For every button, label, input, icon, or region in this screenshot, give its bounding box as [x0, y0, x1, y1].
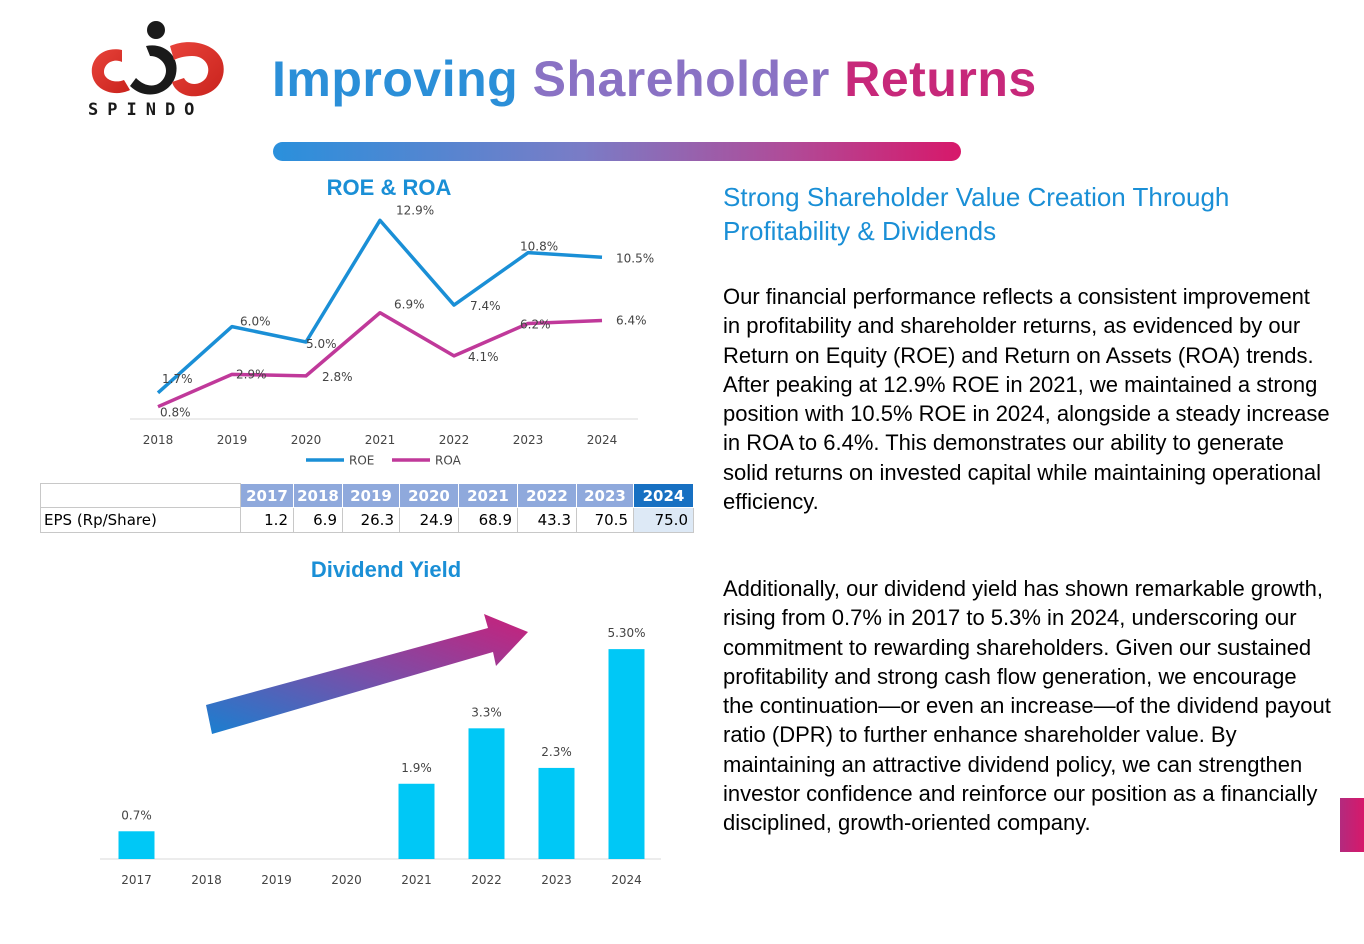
data-label-roa: 2.8% — [322, 370, 353, 384]
roe-chart-x-tick: 2024 — [587, 433, 618, 447]
eps-value: 24.9 — [399, 507, 459, 533]
eps-table: 2017 2018 2019 2020 2021 2022 2023 2024 … — [40, 483, 694, 533]
charts-canvas: 2018 2019 2020 2021 2022 2023 20241.7%6.0%5.0%… — [100, 203, 661, 887]
eps-year-header: 2018 — [293, 483, 343, 508]
roe-chart-x-tick: 2021 — [365, 433, 396, 447]
bar-data-label: 1.9% — [401, 761, 432, 775]
eps-value-highlight: 75.0 — [633, 507, 694, 533]
data-label-roa: 6.2% — [520, 318, 551, 332]
bar-data-label: 2.3% — [541, 745, 572, 759]
dy-chart-x-tick: 2021 — [401, 873, 432, 887]
data-label-roa: 0.8% — [160, 406, 191, 420]
title-word-1: Improving — [272, 51, 519, 107]
eps-table-corner — [40, 483, 241, 508]
data-label-roe: 10.5% — [616, 251, 654, 265]
roe-chart-x-tick: 2023 — [513, 433, 544, 447]
eps-year-header: 2023 — [576, 483, 634, 508]
bar-2021 — [398, 783, 435, 859]
eps-value: 70.5 — [576, 507, 634, 533]
legend-label-roe: ROE — [349, 454, 374, 468]
dy-chart-x-tick: 2024 — [611, 873, 642, 887]
bar-2024 — [608, 649, 645, 859]
dividend-yield-chart-title: Dividend Yield — [310, 557, 462, 582]
logo-text: SPINDO — [88, 100, 204, 120]
eps-year-header: 2022 — [517, 483, 577, 508]
roe-chart-x-tick: 2020 — [291, 433, 322, 447]
data-label-roe: 6.0% — [240, 315, 271, 329]
data-label-roa: 6.9% — [394, 298, 425, 312]
eps-row-label: EPS (Rp/Share) — [40, 507, 241, 533]
data-label-roe: 5.0% — [306, 337, 337, 351]
eps-value: 6.9 — [293, 507, 343, 533]
eps-year-header: 2019 — [342, 483, 400, 508]
bar-data-label: 0.7% — [121, 808, 152, 822]
data-label-roe: 7.4% — [470, 299, 501, 313]
data-label-roe: 1.7% — [162, 372, 193, 386]
dy-chart-x-tick: 2022 — [471, 873, 502, 887]
paragraph-profitability: Our financial performance reflects a con… — [723, 284, 1330, 515]
data-label-roa: 6.4% — [616, 313, 647, 327]
eps-value: 1.2 — [240, 507, 294, 533]
legend-label-roa: ROA — [435, 454, 462, 468]
eps-year-header: 2021 — [458, 483, 518, 508]
title-word-2: Shareholder — [532, 51, 830, 107]
section-heading: Strong Shareholder Value Creation Throug… — [723, 182, 1230, 246]
side-accent-tab — [1340, 798, 1364, 852]
roe-chart-x-tick: 2022 — [439, 433, 470, 447]
bar-2017 — [118, 831, 155, 859]
dy-chart-x-tick: 2019 — [261, 873, 292, 887]
page-title: Improving Shareholder Returns — [272, 50, 1037, 108]
eps-value: 68.9 — [458, 507, 518, 533]
dy-chart-x-tick: 2020 — [331, 873, 362, 887]
bar-2023 — [538, 767, 575, 859]
bar-data-label: 3.3% — [471, 705, 502, 719]
eps-table-header-row: 2017 2018 2019 2020 2021 2022 2023 2024 — [40, 483, 694, 508]
title-word-3: Returns — [844, 51, 1037, 107]
data-label-roe: 12.9% — [396, 203, 434, 217]
data-label-roa: 4.1% — [468, 350, 499, 364]
dy-chart-x-tick: 2017 — [121, 873, 152, 887]
eps-table-row: EPS (Rp/Share) 1.2 6.9 26.3 24.9 68.9 43… — [40, 507, 694, 533]
roe-chart-x-tick: 2019 — [217, 433, 248, 447]
title-underline-bar — [273, 142, 961, 161]
dy-chart-x-tick: 2023 — [541, 873, 572, 887]
roe-chart-x-tick: 2018 — [143, 433, 174, 447]
data-label-roa: 2.9% — [236, 367, 267, 381]
bar-2022 — [468, 728, 505, 859]
eps-value: 26.3 — [342, 507, 400, 533]
data-label-roe: 10.8% — [520, 240, 558, 254]
paragraph-dividends: Additionally, our dividend yield has sho… — [723, 576, 1331, 836]
roe-roa-chart-title: ROE & ROA — [326, 175, 452, 200]
bar-data-label: 5.30% — [607, 626, 645, 640]
eps-value: 43.3 — [517, 507, 577, 533]
growth-arrow-icon — [206, 614, 528, 734]
series-line-roa — [157, 310, 603, 409]
dy-chart-x-tick: 2018 — [191, 873, 222, 887]
eps-year-header: 2020 — [399, 483, 459, 508]
eps-year-header-highlight: 2024 — [633, 483, 694, 508]
spindo-logo — [91, 21, 224, 97]
eps-year-header: 2017 — [240, 483, 294, 508]
series-line-roe — [156, 218, 603, 395]
